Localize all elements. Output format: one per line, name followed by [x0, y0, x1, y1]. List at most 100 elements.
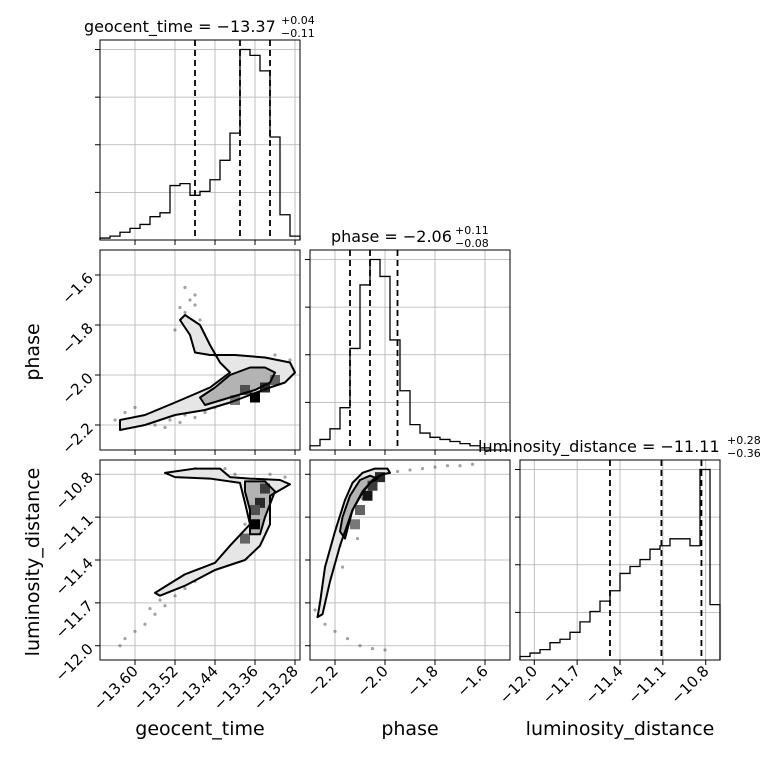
- sample-point: [118, 644, 122, 648]
- x-tick-label: −10.8: [667, 662, 712, 707]
- contour-inner: [339, 474, 379, 540]
- sample-point: [148, 606, 152, 611]
- x-axis-label-geocent-time: geocent_time: [135, 718, 264, 740]
- density-cell: [240, 533, 250, 544]
- sample-point: [383, 648, 387, 652]
- sample-point: [183, 285, 187, 290]
- sample-point: [123, 636, 127, 641]
- sample-point: [433, 465, 437, 469]
- sample-point: [153, 612, 157, 616]
- sample-point: [470, 462, 475, 466]
- sample-point: [323, 622, 327, 626]
- density-cell: [260, 483, 270, 494]
- density-cell: [240, 385, 250, 395]
- sample-point: [178, 305, 182, 310]
- title-upper: +0.28: [727, 434, 760, 447]
- sample-point: [283, 475, 287, 479]
- x-axis-label-phase: phase: [381, 718, 438, 740]
- sample-point: [333, 629, 337, 634]
- title-prefix: luminosity_distance = −11.11: [478, 437, 720, 457]
- x-axis-label-luminosity-distance: luminosity_distance: [526, 718, 715, 740]
- sample-point: [273, 353, 277, 357]
- density-cell: [362, 490, 373, 501]
- sample-point: [173, 594, 177, 598]
- y-tick-label: −11.1: [52, 511, 97, 556]
- sample-point: [288, 358, 292, 362]
- sample-point: [313, 608, 317, 612]
- histogram-panel-luminosity-distance: −12.0−11.7−11.4−11.1−10.8: [496, 459, 721, 707]
- contour-fill-inner: [200, 367, 275, 405]
- y-axis-label-phase: phase: [22, 323, 44, 380]
- density-cell: [375, 472, 385, 483]
- contour-inner: [244, 480, 276, 536]
- sample-point: [178, 420, 182, 425]
- sample-point: [408, 468, 412, 472]
- y-tick-label: −2.0: [58, 369, 96, 407]
- sample-point: [133, 405, 137, 410]
- density-cell: [260, 382, 270, 393]
- sample-point: [203, 410, 207, 415]
- x-tick-label: −11.4: [582, 662, 627, 707]
- density-cell: [250, 519, 260, 530]
- sample-point: [198, 318, 202, 322]
- histogram-panel-geocent-time: [95, 39, 301, 245]
- sample-point: [223, 466, 227, 471]
- sample-point: [395, 469, 400, 474]
- density-cell: [355, 505, 365, 515]
- sample-point: [458, 464, 462, 468]
- panel-frame: [99, 249, 301, 451]
- contour-outer: [154, 467, 291, 597]
- title-lower: −0.08: [455, 237, 489, 250]
- sample-point: [445, 464, 450, 468]
- sample-point: [420, 466, 425, 471]
- sample-point: [243, 522, 247, 526]
- sample-point: [158, 598, 162, 602]
- sample-point: [233, 472, 237, 476]
- sample-point: [173, 328, 177, 332]
- contour-outer: [119, 314, 296, 431]
- y-tick-label: −1.6: [58, 269, 96, 307]
- y-tick-label: −10.8: [52, 468, 97, 513]
- panel-content: [118, 466, 291, 648]
- y-tick-label: −11.7: [52, 597, 97, 642]
- title-luminosity-distance: luminosity_distance = −11.11 +0.28 −0.36: [478, 434, 760, 460]
- contour-inner: [199, 366, 276, 406]
- histogram-step: [309, 258, 510, 451]
- density-cell: [250, 505, 260, 515]
- sample-point: [188, 298, 192, 302]
- x-tick-label: −11.7: [539, 662, 584, 707]
- title-prefix: geocent_time = −13.37: [84, 17, 276, 37]
- x-tick-label: −12.0: [496, 662, 541, 707]
- x-tick-label: −11.1: [624, 662, 669, 707]
- y-tick-label: −11.4: [52, 554, 97, 599]
- sample-point: [163, 604, 167, 608]
- title-lower: −0.36: [727, 447, 760, 460]
- sample-point: [163, 425, 167, 430]
- sample-point: [123, 410, 127, 415]
- density-cell: [250, 392, 260, 403]
- sample-point: [113, 418, 117, 422]
- sample-point: [183, 586, 187, 591]
- title-geocent-time: geocent_time = −13.37 +0.04 −0.11: [84, 14, 315, 40]
- x-tick-label: −2.0: [353, 662, 391, 700]
- sample-point: [183, 310, 187, 315]
- sample-point: [340, 565, 345, 569]
- sample-point: [355, 536, 360, 541]
- scatter-panel-distance-vs-phase: −2.2 −2.0 −1.8 −1.6: [303, 459, 511, 701]
- x-tick-label: −1.8: [403, 662, 441, 700]
- panel-frame: [309, 249, 511, 451]
- density-cell: [270, 375, 280, 385]
- x-tick-label: −1.6: [453, 662, 491, 700]
- sample-point: [193, 415, 197, 420]
- panel-frame: [99, 39, 301, 241]
- sample-point: [358, 644, 362, 648]
- title-upper: +0.11: [455, 224, 489, 237]
- sample-point: [345, 636, 350, 641]
- histogram-panel-phase: [305, 249, 511, 455]
- title-prefix: phase = −2.06: [331, 227, 452, 246]
- x-tick-label: −13.28: [250, 662, 302, 714]
- title-phase: phase = −2.06 +0.11 −0.08: [331, 224, 489, 250]
- sample-point: [370, 646, 375, 651]
- y-axis-label-luminosity-distance: luminosity_distance: [22, 468, 44, 657]
